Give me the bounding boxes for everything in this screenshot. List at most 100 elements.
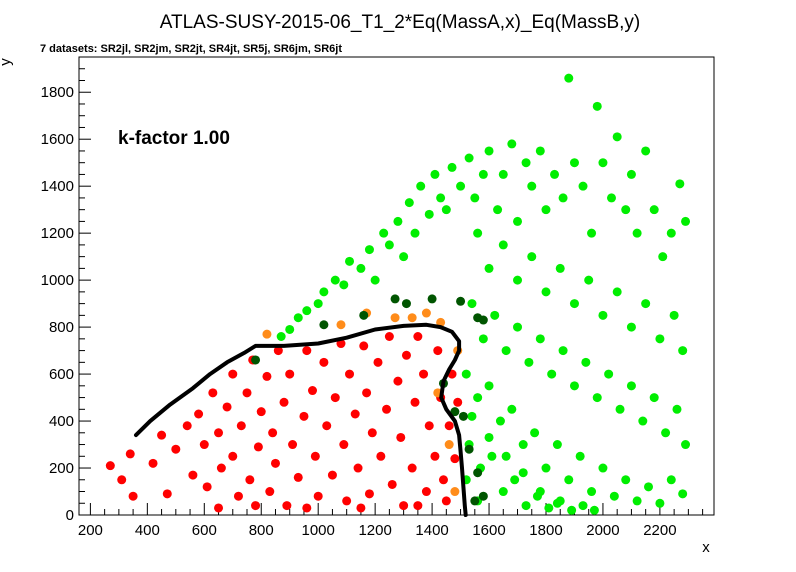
data-point [632, 228, 642, 238]
data-point [638, 416, 648, 426]
data-point [401, 299, 411, 309]
data-point [521, 158, 531, 168]
x-tick-label: 600 [192, 522, 217, 539]
data-point [370, 275, 380, 285]
y-tick-label: 200 [49, 460, 74, 477]
data-point [592, 393, 602, 403]
y-tick-label: 1800 [41, 84, 74, 101]
chart-title: ATLAS-SUSY-2015-06_T1_2*Eq(MassA,x)_Eq(M… [160, 12, 640, 33]
chart-subtitle: 7 datasets: SR2jl, SR2jm, SR2jt, SR4jt, … [40, 43, 342, 55]
x-tick-label: 1400 [415, 522, 448, 539]
data-point [478, 491, 488, 501]
data-point [655, 334, 665, 344]
data-point [441, 205, 451, 215]
data-point [558, 193, 568, 203]
x-tick-label: 1600 [472, 522, 505, 539]
data-point [424, 421, 434, 431]
data-point [598, 310, 608, 320]
data-point [356, 263, 366, 273]
data-point [245, 475, 255, 485]
data-point [478, 315, 488, 325]
data-point [598, 463, 608, 473]
data-point [359, 341, 369, 351]
data-point [626, 381, 636, 391]
data-point [621, 475, 631, 485]
data-point [367, 428, 377, 438]
data-point [233, 491, 243, 501]
x-tick-label: 200 [78, 522, 103, 539]
x-tick-label: 2200 [643, 522, 676, 539]
x-tick-label: 800 [249, 522, 274, 539]
data-point [484, 432, 494, 442]
data-point [339, 440, 349, 450]
data-point [478, 169, 488, 179]
data-point [310, 451, 320, 461]
data-point [626, 322, 636, 332]
data-point [416, 181, 426, 191]
y-tick-label: 600 [49, 366, 74, 383]
data-point [569, 299, 579, 309]
data-point [612, 287, 622, 297]
data-point [293, 472, 303, 482]
y-tick-label: 1000 [41, 272, 74, 289]
data-point [564, 73, 574, 83]
data-point [222, 402, 232, 412]
data-point [359, 310, 369, 320]
data-point [436, 317, 446, 327]
data-point [644, 482, 654, 492]
data-point [470, 193, 480, 203]
data-point [293, 313, 303, 323]
data-point [464, 153, 474, 163]
data-point [390, 313, 400, 323]
data-point [345, 369, 355, 379]
data-point [182, 421, 192, 431]
data-point [612, 132, 622, 142]
data-point [447, 162, 457, 172]
data-point [262, 329, 272, 339]
data-point [484, 381, 494, 391]
data-point [322, 421, 332, 431]
data-point [362, 388, 372, 398]
data-point [498, 169, 508, 179]
data-point [598, 158, 608, 168]
data-point [410, 397, 420, 407]
data-point [251, 501, 261, 511]
exclusion-contour-line [134, 322, 468, 517]
data-point [228, 451, 238, 461]
data-point [214, 503, 224, 513]
plot-frame [78, 56, 715, 516]
data-point [307, 386, 317, 396]
data-point [270, 458, 280, 468]
data-point [541, 463, 551, 473]
data-point [396, 432, 406, 442]
x-axis-label: x [702, 539, 710, 556]
data-point [484, 263, 494, 273]
data-point [384, 240, 394, 250]
data-point [513, 275, 523, 285]
data-point [484, 146, 494, 156]
data-point [555, 263, 565, 273]
data-point [236, 421, 246, 431]
data-point [658, 252, 668, 262]
data-point [615, 404, 625, 414]
data-point [194, 409, 204, 419]
data-point [473, 393, 483, 403]
data-point [228, 369, 238, 379]
data-point [384, 331, 394, 341]
data-point [606, 193, 616, 203]
data-point [253, 442, 263, 452]
data-point [587, 487, 597, 497]
data-point [382, 404, 392, 414]
data-point [268, 428, 278, 438]
data-point [604, 369, 614, 379]
data-point [592, 101, 602, 111]
data-point [672, 404, 682, 414]
data-point [666, 475, 676, 485]
data-point [678, 346, 688, 356]
data-point [148, 458, 158, 468]
data-point [513, 216, 523, 226]
data-point [507, 404, 517, 414]
data-point [584, 275, 594, 285]
data-point [550, 169, 560, 179]
